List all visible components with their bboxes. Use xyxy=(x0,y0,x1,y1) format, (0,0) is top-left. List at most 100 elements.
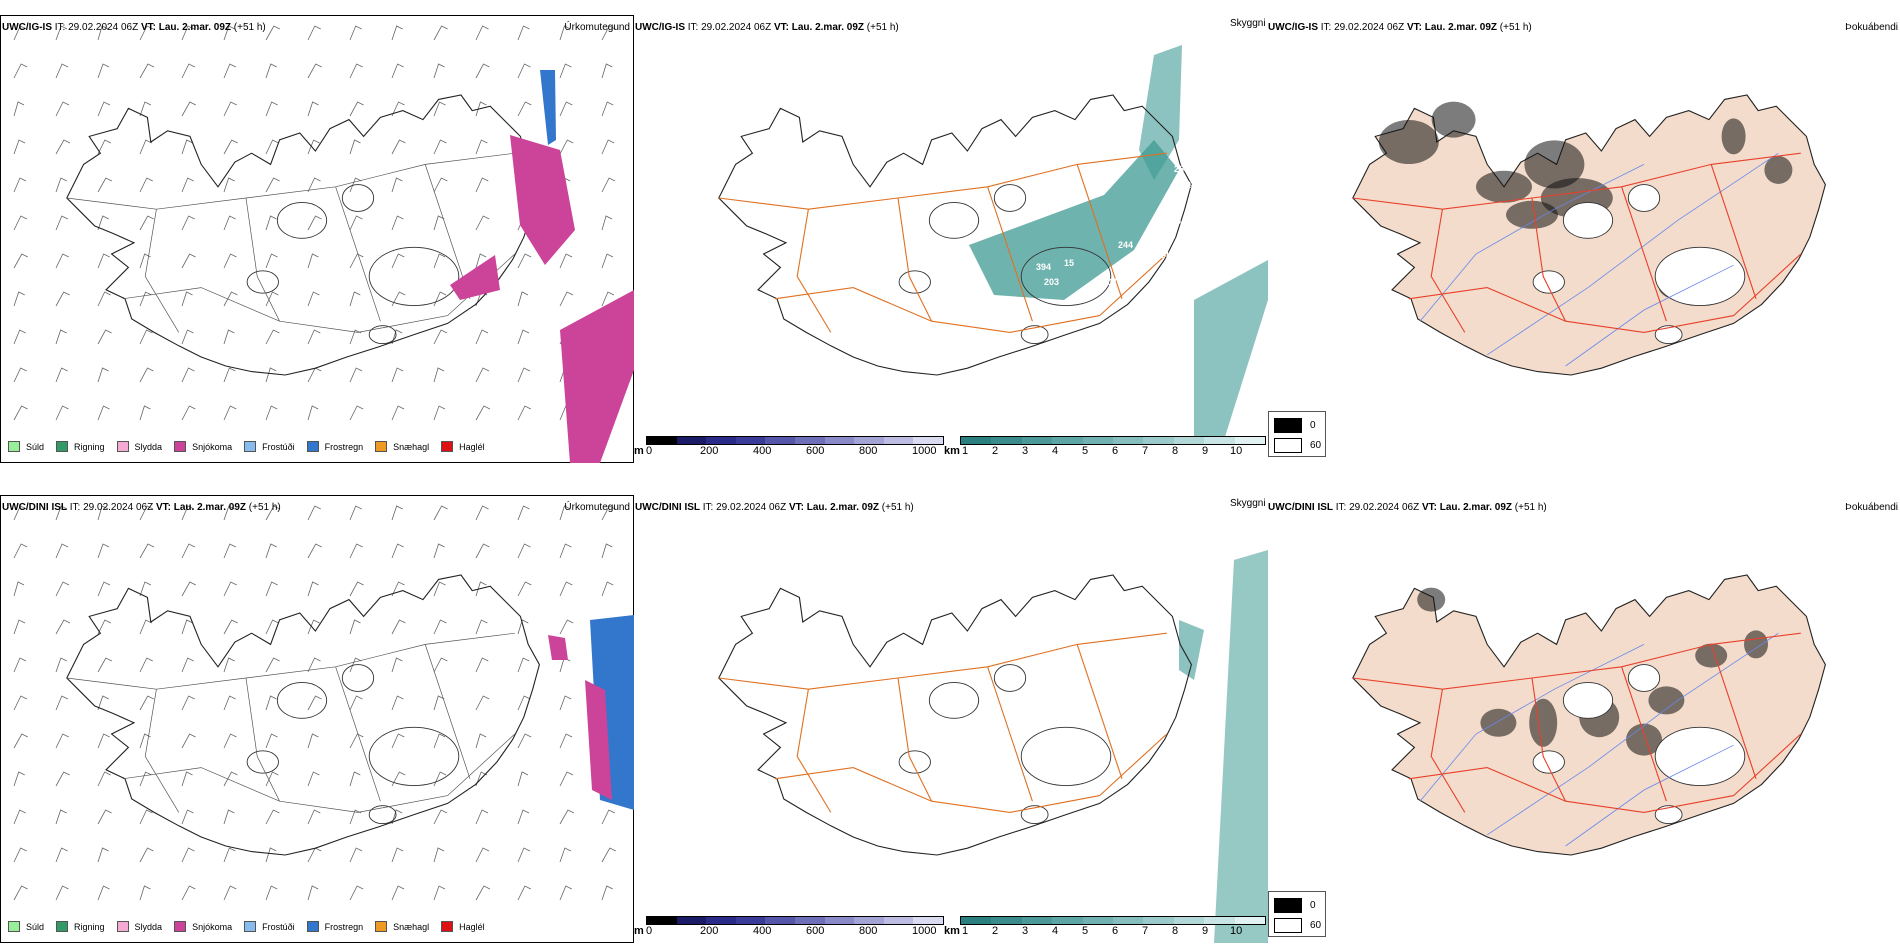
wind-barb xyxy=(265,405,278,421)
wind-barb xyxy=(97,619,112,635)
elevation-colorbar xyxy=(646,916,944,925)
wind-barb xyxy=(181,329,194,345)
wind-barb xyxy=(433,733,446,749)
model-name: UWC/IG-IS xyxy=(635,22,685,33)
road xyxy=(897,197,933,322)
road xyxy=(1408,253,1802,333)
wind-barb xyxy=(223,215,236,231)
glacier xyxy=(1020,726,1112,786)
wind-barb xyxy=(265,809,280,825)
tick-label: 10 xyxy=(1230,445,1243,457)
init-time: IT: 29.02.2024 06Z xyxy=(69,502,154,513)
wind-barb xyxy=(559,505,571,521)
wind-barb xyxy=(223,405,237,421)
road xyxy=(1076,644,1123,779)
wind-barb xyxy=(13,695,28,711)
legend-label: Frostúði xyxy=(262,921,295,932)
legend-swatch xyxy=(1274,418,1302,433)
wind-barb xyxy=(55,543,69,559)
wind-barb xyxy=(55,177,68,193)
wind-barb xyxy=(559,139,574,155)
legend-swatch xyxy=(306,921,319,932)
vis-area xyxy=(1179,620,1204,680)
wind-barb xyxy=(391,657,403,673)
wind-barb xyxy=(181,733,196,749)
wind-barb xyxy=(433,543,445,559)
wind-barb xyxy=(139,543,155,559)
wind-barb xyxy=(223,847,236,863)
wind-barb xyxy=(475,581,487,597)
init-time: IT: 29.02.2024 06Z xyxy=(702,502,787,513)
precip-panel-row2: UWC/DINI ISL IT: 29.02.2024 06Z VT: Lau.… xyxy=(0,480,634,950)
wind-barb xyxy=(265,25,280,41)
wind-barb xyxy=(517,657,530,673)
wind-barb xyxy=(349,733,364,749)
wind-barb xyxy=(139,291,152,307)
map-title: UWC/IG-IS IT: 29.02.2024 06Z VT: Lau. 2.… xyxy=(2,22,266,33)
wind-barb xyxy=(97,291,111,307)
wind-barb xyxy=(265,847,277,863)
legend-item: Haglél xyxy=(441,921,485,932)
road xyxy=(987,666,1033,802)
wind-barb xyxy=(349,177,362,193)
wind-barb xyxy=(13,405,28,421)
legend-item: Frostúði xyxy=(244,441,295,452)
glacier xyxy=(1654,325,1683,345)
legend-label: Haglél xyxy=(459,921,485,932)
glacier-outlines xyxy=(246,184,460,345)
wind-barb xyxy=(433,657,448,673)
wind-barb xyxy=(559,771,574,787)
road xyxy=(1710,644,1757,779)
wind-barb xyxy=(13,543,28,559)
wind-barb xyxy=(265,581,278,597)
cloud-index-legend: 0 60 xyxy=(1268,891,1326,937)
wind-barb xyxy=(265,657,280,673)
wind-barb xyxy=(97,63,110,79)
wind-barb xyxy=(517,809,530,825)
wind-barb xyxy=(601,809,616,825)
lead-time: (+51 h) xyxy=(1499,22,1532,33)
visibility-value: 244 xyxy=(1118,240,1133,250)
precip-map-row2 xyxy=(13,505,634,901)
wind-barb xyxy=(559,543,572,559)
cloud-map-row2 xyxy=(1352,574,1826,856)
road xyxy=(1531,197,1567,322)
wind-barb xyxy=(97,215,109,231)
lead-time: (+51 h) xyxy=(1514,502,1547,513)
wind-barb xyxy=(139,505,154,521)
legend-swatch xyxy=(375,921,388,932)
tick-label: 600 xyxy=(806,925,825,937)
road xyxy=(718,152,1167,210)
fog-index-label: Þokuábendi xyxy=(1845,22,1898,33)
wind-barb xyxy=(55,885,69,901)
wind-barb xyxy=(139,619,152,635)
map-title: UWC/IG-IS IT: 29.02.2024 06Z VT: Lau. 2.… xyxy=(635,22,899,33)
wind-barb xyxy=(97,101,111,117)
wind-barb xyxy=(517,733,532,749)
elevation-ticks: m 0 200 400 600 800 1000 xyxy=(634,925,954,939)
wind-barb xyxy=(223,63,236,79)
legend-swatch xyxy=(306,441,319,452)
wind-barb xyxy=(307,771,320,787)
wind-barb xyxy=(97,367,109,383)
river xyxy=(1486,152,1779,356)
legend-swatch xyxy=(8,441,20,452)
map-title: UWC/DINI ISL IT: 29.02.2024 06Z VT: Lau.… xyxy=(635,502,914,513)
wind-barb xyxy=(265,885,278,901)
wind-barb xyxy=(139,329,153,345)
init-time: IT: 29.02.2024 06Z xyxy=(1320,22,1405,33)
wind-barb xyxy=(559,63,572,79)
wind-barb xyxy=(307,695,322,711)
wind-barb xyxy=(223,367,236,383)
wind-barb xyxy=(349,505,362,521)
visibility-value: 724 xyxy=(1154,250,1169,260)
wind-barb xyxy=(475,25,489,41)
legend-item: Haglél xyxy=(441,441,485,452)
fog-area xyxy=(1524,140,1585,189)
wind-barb xyxy=(601,177,616,193)
legend-label: Snjókoma xyxy=(192,441,233,452)
wind-barb xyxy=(13,657,27,673)
wind-barb xyxy=(181,367,195,383)
wind-barb xyxy=(517,25,530,41)
road xyxy=(774,253,1168,333)
